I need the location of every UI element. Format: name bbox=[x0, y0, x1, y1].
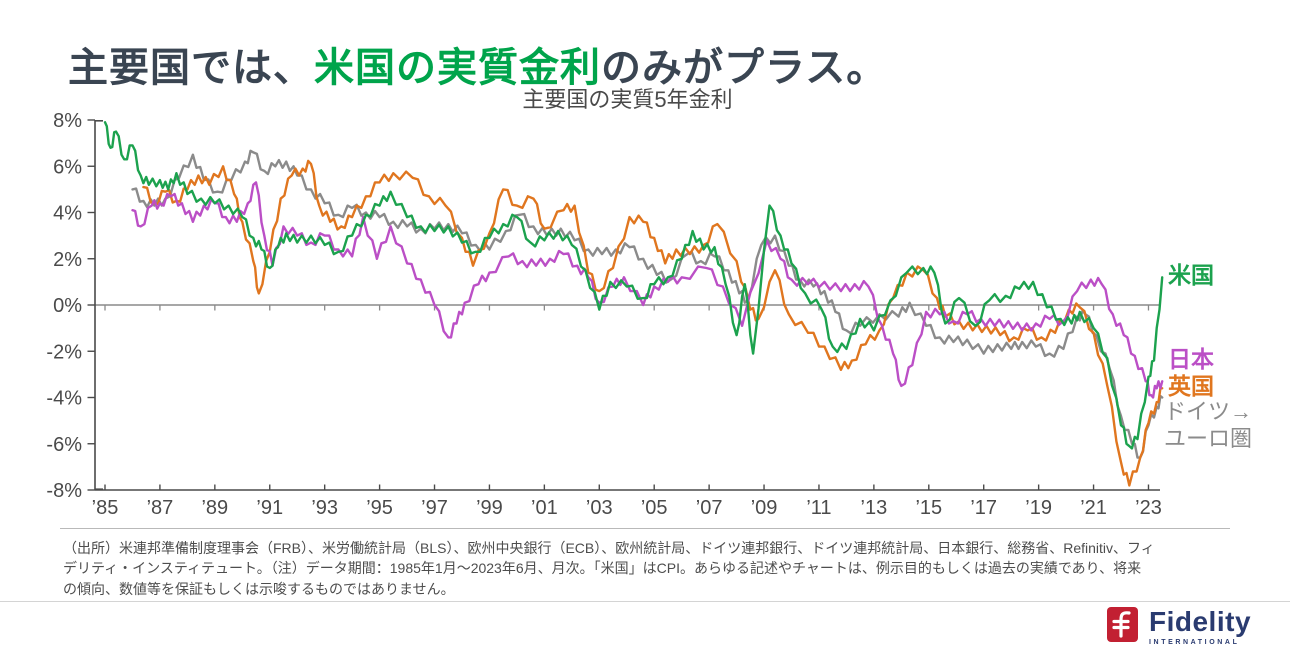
fidelity-f-icon bbox=[1107, 607, 1138, 642]
x-tick-label: ’05 bbox=[641, 497, 668, 519]
y-tick-label: 8% bbox=[53, 110, 82, 132]
x-tick-label: ’91 bbox=[256, 497, 283, 519]
y-tick-label: 0% bbox=[53, 295, 82, 317]
series-line-uk bbox=[142, 159, 1164, 487]
y-tick-label: -2% bbox=[46, 341, 82, 363]
axis-underline bbox=[60, 528, 1230, 529]
x-tick-label: ’11 bbox=[806, 497, 831, 519]
title-highlight: 米国の実質金利 bbox=[314, 45, 601, 90]
legend-japan: 日本 bbox=[1168, 346, 1214, 372]
x-tick-label: ’97 bbox=[421, 497, 448, 519]
fidelity-subbrand: INTERNATIONAL bbox=[1149, 639, 1240, 647]
x-tick-label: ’01 bbox=[531, 497, 558, 519]
source-footnote: （出所）米連邦準備制度理事会（FRB）、米労働統計局（BLS）、欧州中央銀行（E… bbox=[63, 538, 1233, 599]
x-tick-label: ’99 bbox=[476, 497, 503, 519]
x-tick-label: ’07 bbox=[696, 497, 723, 519]
x-tick-label: ’23 bbox=[1135, 497, 1162, 519]
y-tick-label: 2% bbox=[53, 249, 82, 271]
fidelity-wordmark: Fidelity bbox=[1149, 606, 1252, 637]
series-line-germany-euro bbox=[131, 149, 1164, 459]
footnote-line: の傾向、数値等を保証もしくは示唆するものではありません。 bbox=[63, 580, 455, 597]
y-tick-label: 6% bbox=[53, 156, 82, 178]
y-tick-label: -8% bbox=[46, 480, 82, 502]
x-tick-label: ’19 bbox=[1025, 497, 1052, 519]
x-tick-label: ’85 bbox=[92, 497, 119, 519]
x-tick-label: ’17 bbox=[970, 497, 997, 519]
x-tick-label: ’89 bbox=[201, 497, 228, 519]
chart-title: 主要国の実質5年金利 bbox=[522, 87, 733, 112]
main-title: 主要国では、米国の実質金利のみがプラス。 bbox=[68, 35, 887, 93]
footnote-line: （出所）米連邦準備制度理事会（FRB）、米労働統計局（BLS）、欧州中央銀行（E… bbox=[63, 540, 1155, 556]
x-tick-label: ’03 bbox=[586, 497, 613, 519]
x-tick-label: ’15 bbox=[915, 497, 942, 519]
y-tick-label: 4% bbox=[53, 203, 82, 225]
fidelity-f-glyph bbox=[1112, 611, 1131, 638]
fidelity-textblock: Fidelity INTERNATIONAL bbox=[1149, 606, 1252, 647]
x-tick-label: ’95 bbox=[366, 497, 393, 519]
footnote-line: デリティ・インスティテュート。（注）データ期間：1985年1月～2023年6月、… bbox=[63, 560, 1142, 577]
legend-uk: 英国 bbox=[1168, 373, 1214, 399]
fidelity-logo: Fidelity INTERNATIONAL bbox=[1107, 607, 1251, 646]
x-tick-label: ’09 bbox=[751, 497, 778, 519]
y-tick-label: -4% bbox=[46, 388, 82, 410]
title-prefix: 主要国では、 bbox=[68, 45, 314, 90]
series-line-japan bbox=[131, 181, 1164, 399]
footer-divider bbox=[0, 601, 1290, 602]
x-tick-label: ’21 bbox=[1080, 497, 1107, 519]
x-tick-label: ’87 bbox=[147, 497, 174, 519]
title-suffix: のみがプラス。 bbox=[601, 45, 888, 90]
x-tick-label: ’13 bbox=[861, 497, 888, 519]
series-line-us bbox=[103, 121, 1164, 450]
legend-us: 米国 bbox=[1168, 262, 1214, 288]
y-tick-label: -6% bbox=[46, 434, 82, 456]
x-tick-label: ’93 bbox=[311, 497, 338, 519]
legend-germany-line1: ドイツ→ bbox=[1164, 399, 1253, 424]
legend-germany-line2: ユーロ圏 bbox=[1164, 426, 1253, 451]
